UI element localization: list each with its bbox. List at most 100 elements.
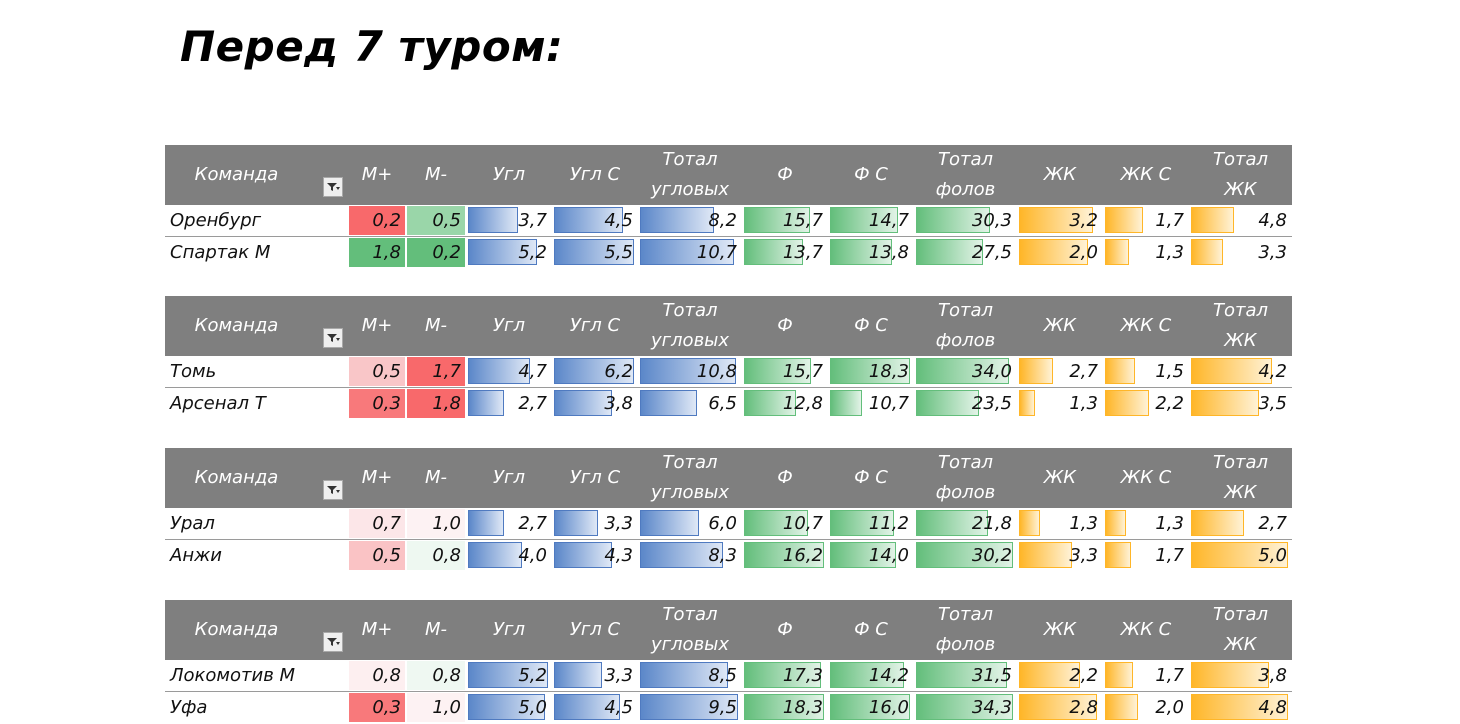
filter-dropdown-button[interactable] (323, 480, 343, 500)
filter-dropdown-button[interactable] (323, 328, 343, 348)
corners-conceded-cell: 4,5 (553, 693, 637, 722)
cell-value: 1,5 (1155, 361, 1184, 382)
corners-conceded-header: Угл С (569, 619, 621, 640)
data-bar (468, 207, 518, 233)
data-bar (916, 510, 988, 536)
mminus-cell: 0,8 (407, 541, 465, 570)
data-bar (744, 390, 796, 416)
mminus-header: М- (424, 315, 448, 336)
data-bar (554, 239, 634, 265)
filter-dropdown-button[interactable] (323, 632, 343, 652)
team-header: Команда (194, 315, 279, 336)
page-title: Перед 7 туром: (180, 22, 564, 71)
fouls-cell: 16,2 (743, 541, 827, 570)
data-bar (1105, 694, 1138, 720)
yellow-cards-conceded-cell: 1,3 (1104, 509, 1188, 538)
mminus-cell: 0,8 (407, 661, 465, 690)
data-bar (554, 390, 612, 416)
total-yellow-cards-cell: 3,5 (1190, 389, 1291, 418)
cell-value: 4,8 (1258, 210, 1287, 231)
mminus-cell: 1,8 (407, 389, 465, 418)
cell-value: 1,8 (432, 393, 461, 414)
yellow-cards-conceded-header: ЖК С (1120, 164, 1172, 185)
cell-value: 3,5 (1258, 393, 1287, 414)
fouls-header: Ф (777, 467, 793, 488)
data-bar (554, 358, 634, 384)
stats-table: Команда М+ М- Угл Угл С Тотал угловых Ф Ф С Тота… (165, 145, 1292, 268)
cell-value: 10,7 (782, 513, 823, 534)
data-bar (830, 694, 910, 720)
yellow-cards-header: ЖК (1043, 467, 1077, 488)
mminus-cell: 1,0 (407, 509, 465, 538)
cell-value: 12,8 (782, 393, 823, 414)
total-corners-cell: 8,5 (639, 661, 741, 690)
cell-value: 3,3 (1069, 545, 1098, 566)
cell-value: 5,5 (604, 242, 633, 263)
fouls-cell: 18,3 (743, 693, 827, 722)
team-name: Томь (170, 361, 217, 382)
table-row: Локомотив М 0,8 0,8 5,2 3,3 8,5 17,3 14,2 31,5 2,… (165, 660, 1292, 692)
filter-dropdown-button[interactable] (323, 177, 343, 197)
table-row: Томь 0,5 1,7 4,7 6,2 10,8 15,7 18,3 34,0 2,7 1,5 4,… (165, 356, 1292, 388)
data-bar (1019, 662, 1080, 688)
data-bar (468, 390, 504, 416)
cell-value: 1,0 (432, 513, 461, 534)
mplus-header: М+ (361, 164, 393, 185)
cell-value: 1,7 (1155, 665, 1184, 686)
team-name: Оренбург (170, 210, 262, 231)
mplus-header: М+ (361, 467, 393, 488)
data-bar (1105, 510, 1126, 536)
corners-cell: 3,7 (467, 206, 551, 235)
total-yellow-cards-cell: 4,8 (1190, 206, 1291, 235)
corners-header: Угл (493, 619, 525, 640)
total-yellow-cards-cell: 4,2 (1190, 357, 1291, 386)
yellow-cards-header: ЖК (1043, 315, 1077, 336)
fouls-cell: 12,8 (743, 389, 827, 418)
corners-conceded-cell: 6,2 (553, 357, 637, 386)
cell-value: 30,2 (971, 545, 1012, 566)
data-bar (830, 239, 892, 265)
total-corners-cell: 10,7 (639, 238, 741, 267)
total-fouls-header: Тотал фолов (935, 452, 996, 503)
cell-value: 3,3 (604, 513, 633, 534)
total-corners-cell: 9,5 (639, 693, 741, 722)
fouls-cell: 10,7 (743, 509, 827, 538)
data-bar (916, 207, 990, 233)
data-bar (640, 662, 728, 688)
cell-value: 0,5 (432, 210, 461, 231)
cell-value: 10,7 (868, 393, 909, 414)
table-header-row: Команда М+ М- Угл Угл С Тотал угловых Ф Ф С Тота… (165, 600, 1292, 660)
yellow-cards-header: ЖК (1043, 619, 1077, 640)
cell-value: 2,7 (1258, 513, 1287, 534)
mplus-header: М+ (361, 315, 393, 336)
cell-value: 2,2 (1155, 393, 1184, 414)
cell-value: 4,2 (1258, 361, 1287, 382)
data-bar (640, 239, 734, 265)
data-bar (1105, 542, 1131, 568)
cell-value: 3,8 (604, 393, 633, 414)
total-fouls-cell: 34,0 (915, 357, 1016, 386)
data-bar (640, 542, 723, 568)
total-yellow-cards-cell: 3,8 (1190, 661, 1291, 690)
data-bar (640, 694, 738, 720)
total-yellow-cards-header: Тотал ЖК (1212, 604, 1269, 655)
mminus-header: М- (424, 164, 448, 185)
total-corners-cell: 8,3 (639, 541, 741, 570)
table-row: Анжи 0,5 0,8 4,0 4,3 8,3 16,2 14,0 30,2 3,3 1,7 5,0 (165, 540, 1292, 571)
cell-value: 4,0 (518, 545, 547, 566)
cell-value: 0,8 (372, 665, 401, 686)
yellow-cards-cell: 2,2 (1018, 661, 1102, 690)
cell-value: 1,7 (432, 361, 461, 382)
yellow-cards-cell: 3,2 (1018, 206, 1102, 235)
cell-value: 1,8 (372, 242, 401, 263)
team-name: Спартак М (170, 242, 271, 263)
total-fouls-header: Тотал фолов (935, 604, 996, 655)
yellow-cards-header: ЖК (1043, 164, 1077, 185)
data-bar (830, 390, 862, 416)
corners-conceded-cell: 3,3 (553, 509, 637, 538)
total-corners-cell: 6,0 (639, 509, 741, 538)
yellow-cards-cell: 3,3 (1018, 541, 1102, 570)
total-fouls-cell: 30,2 (915, 541, 1016, 570)
table-row: Урал 0,7 1,0 2,7 3,3 6,0 10,7 11,2 21,8 1,3 1,3 2,7 (165, 508, 1292, 540)
fouls-conceded-cell: 10,7 (829, 389, 913, 418)
